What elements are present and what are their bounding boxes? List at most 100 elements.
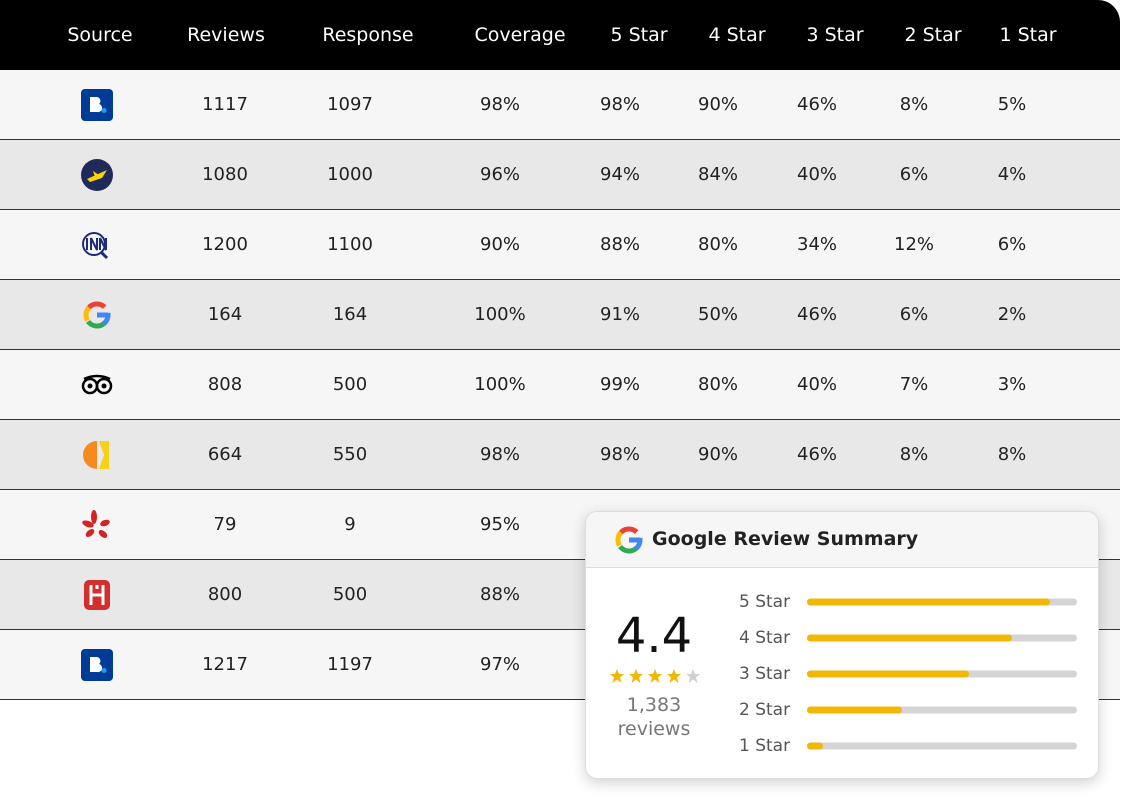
table-row: 1080 1000 96% 94% 84% 40% 6% 4%: [0, 140, 1120, 210]
bar: [807, 634, 1013, 642]
table-cell: 1097: [327, 94, 373, 115]
source-logo: [81, 89, 113, 121]
table-cell: 1117: [202, 94, 248, 115]
bar-track: [807, 670, 1077, 678]
google-logo: [615, 526, 643, 554]
bar: [807, 598, 1050, 606]
table-cell: 6%: [899, 164, 929, 185]
rating: 4.4: [615, 608, 693, 664]
bar-label: 1 Star: [739, 736, 791, 756]
card-title: Google Review Summary: [652, 528, 919, 550]
table-cell: 94%: [599, 164, 641, 185]
table-cell: 98%: [599, 94, 641, 115]
table-cell: 12%: [893, 234, 935, 255]
table-cell: 8%: [899, 444, 929, 465]
bar-track: [807, 706, 1077, 714]
table-cell: 91%: [599, 304, 641, 325]
bar-track: [807, 634, 1077, 642]
table-cell: 164: [332, 304, 368, 325]
table-cell: 46%: [796, 444, 838, 465]
table-cell: 500: [332, 584, 368, 605]
bar: [807, 670, 969, 678]
table-row: 808 500 100% 99% 80% 40% 7% 3%: [0, 350, 1120, 420]
bar-label: 4 Star: [739, 628, 791, 648]
table-cell: 1080: [202, 164, 248, 185]
table-cell: 1197: [327, 654, 373, 675]
table-cell: 96%: [479, 164, 521, 185]
review-label: reviews: [617, 718, 691, 740]
table-cell: 46%: [796, 94, 838, 115]
table-cell: 800: [207, 584, 243, 605]
table-cell: 100%: [474, 304, 526, 325]
source-logo: [83, 441, 109, 469]
table-cell: 40%: [796, 164, 838, 185]
table-cell: 50%: [697, 304, 739, 325]
table-cell: 98%: [479, 444, 521, 465]
table-cell: 80%: [697, 374, 739, 395]
table-row: 164 164 100% 91% 50% 46% 6% 2%: [0, 280, 1120, 350]
table-cell: 88%: [599, 234, 641, 255]
rating-stars: [610, 669, 700, 683]
table-cell: 5%: [997, 94, 1027, 115]
table-cell: 1100: [327, 234, 373, 255]
column-header: 5 Star: [610, 24, 668, 46]
table-cell: 500: [332, 374, 368, 395]
source-logo: [84, 580, 110, 610]
table-cell: 98%: [479, 94, 521, 115]
column-header: 4 Star: [708, 24, 766, 46]
table-cell: 100%: [474, 374, 526, 395]
table-row: 664 550 98% 98% 90% 46% 8% 8%: [0, 420, 1120, 490]
review-summary-card: Google Review Summary 4.4 1,383 reviews …: [585, 511, 1099, 779]
column-header: Source: [67, 24, 133, 46]
table-header: Source Reviews Response Coverage 5 Star 4 Sta…: [0, 0, 1120, 70]
bar-track: [807, 742, 1077, 750]
table-cell: 98%: [599, 444, 641, 465]
column-header: 1 Star: [999, 24, 1057, 46]
table-cell: 6%: [997, 234, 1027, 255]
table-cell: 664: [207, 444, 243, 465]
table-cell: 80%: [697, 234, 739, 255]
source-logo: [82, 232, 109, 260]
bar-label: 5 Star: [739, 592, 791, 612]
source-logo: [81, 159, 113, 191]
table-cell: 90%: [697, 94, 739, 115]
table-cell: 34%: [796, 234, 838, 255]
table-cell: 40%: [796, 374, 838, 395]
table-cell: 164: [207, 304, 243, 325]
source-logo: [82, 510, 110, 538]
source-logo: [83, 301, 111, 329]
table-cell: 88%: [479, 584, 521, 605]
table-cell: 3%: [997, 374, 1027, 395]
source-logo: [81, 649, 113, 681]
table-cell: 97%: [479, 654, 521, 675]
bar: [807, 706, 902, 714]
table-cell: 95%: [479, 514, 521, 535]
card-header: Google Review Summary: [586, 512, 1098, 568]
table-cell: 550: [332, 444, 368, 465]
bar: [807, 742, 824, 750]
table-cell: 8%: [899, 94, 929, 115]
table-cell: 90%: [697, 444, 739, 465]
column-header: Response: [322, 24, 414, 46]
bar-track: [807, 598, 1077, 606]
table-cell: 7%: [899, 374, 929, 395]
table-cell: 79: [213, 514, 237, 535]
review-count: 1,383: [626, 694, 682, 716]
table-cell: 99%: [599, 374, 641, 395]
table-cell: 1000: [327, 164, 373, 185]
table-cell: 8%: [997, 444, 1027, 465]
table-cell: 9: [344, 514, 356, 535]
table-cell: 6%: [899, 304, 929, 325]
bar-label: 2 Star: [739, 700, 791, 720]
table-cell: 4%: [997, 164, 1027, 185]
table-row: 1117 1097 98% 98% 90% 46% 8% 5%: [0, 70, 1120, 140]
bar-label: 3 Star: [739, 664, 791, 684]
table-cell: 808: [207, 374, 243, 395]
source-logo: [81, 374, 113, 395]
column-header: Reviews: [187, 24, 265, 46]
table-cell: 2%: [997, 304, 1027, 325]
table-row: 1200 1100 90% 88% 80% 34% 12% 6%: [0, 210, 1120, 280]
table-cell: 90%: [479, 234, 521, 255]
column-header: 3 Star: [806, 24, 864, 46]
